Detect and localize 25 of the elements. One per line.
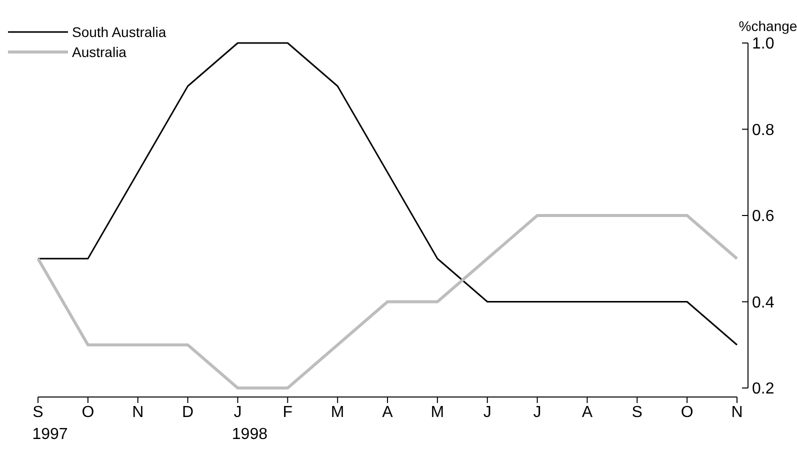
line-series bbox=[37, 42, 738, 346]
x-tick-label: M bbox=[430, 404, 444, 421]
legend-label: South Australia bbox=[72, 24, 166, 40]
x-tick-label: J bbox=[533, 404, 542, 421]
x-tick-label: F bbox=[282, 404, 293, 421]
y-tick-label: 0.8 bbox=[752, 122, 774, 139]
x-tick-label: J 1998 bbox=[232, 404, 268, 443]
x-tick-label: S bbox=[632, 404, 642, 421]
x-tick-label: A bbox=[582, 404, 593, 421]
x-tick-label: J bbox=[483, 404, 492, 421]
x-tick-label: O bbox=[82, 404, 94, 421]
x-tick-label: O bbox=[680, 404, 694, 421]
y-tick-label: 0.2 bbox=[752, 380, 774, 398]
x-tick-label: N bbox=[132, 404, 144, 421]
y-tick-label: 0.4 bbox=[752, 294, 774, 312]
y-axis-title: %change bbox=[738, 18, 797, 34]
x-tick-label: N bbox=[731, 404, 743, 421]
x-tick-label: A bbox=[382, 404, 394, 421]
legend-label: Australia bbox=[72, 44, 127, 60]
x-tick-label: D bbox=[182, 404, 194, 421]
line-series bbox=[36, 214, 738, 390]
y-tick-label: 1.0 bbox=[752, 36, 774, 53]
x-tick-label: M bbox=[330, 404, 344, 421]
x-tick-label: S 1997 bbox=[32, 404, 68, 443]
y-tick-label: 0.6 bbox=[752, 208, 774, 226]
